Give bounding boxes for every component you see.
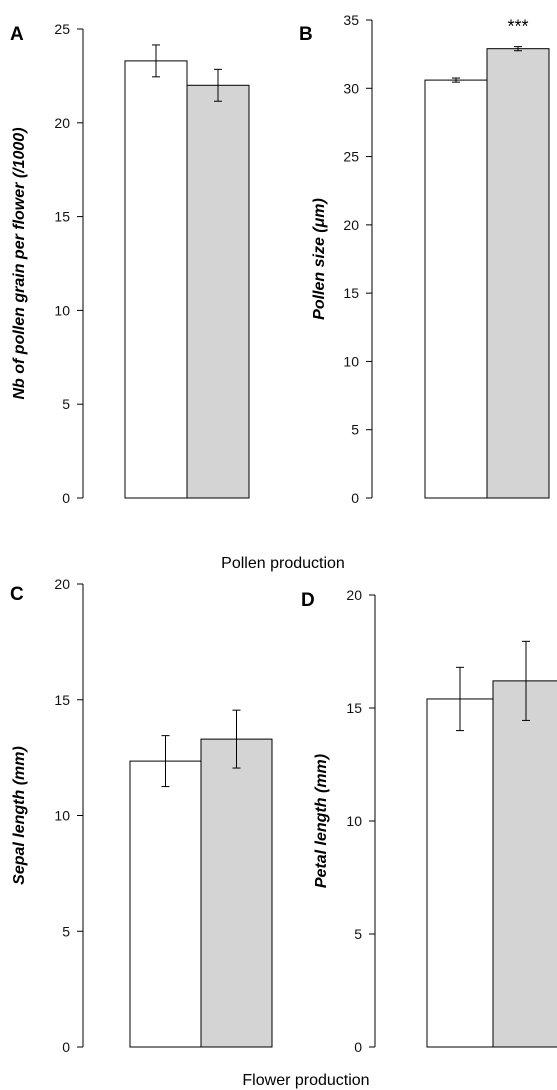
panel-b-y-tick-label: 0 [351, 490, 359, 506]
panel-c-y-tick-label: 15 [54, 692, 70, 708]
flower-production-caption: Flower production [242, 1072, 369, 1089]
panel-a-y-tick-label: 10 [54, 302, 70, 318]
panel-b-y-tick-label: 25 [343, 149, 359, 165]
panel-c-y-tick-label: 20 [54, 576, 70, 592]
panel-d-y-tick-label: 5 [354, 926, 362, 942]
panel-c-y-tick-label: 0 [62, 1039, 70, 1055]
panel-a-y-axis-title: Nb of pollen grain per flower (/1000) [11, 127, 28, 399]
panel-a-bar-treatment [186, 84, 250, 499]
panel-b-y-tick-label: 15 [343, 285, 359, 301]
panel-b-y-tick-label: 35 [343, 12, 359, 28]
panel-a-y-tick-label: 0 [62, 490, 70, 506]
panel-b-y-axis-title: Pollen size (μm) [311, 198, 328, 320]
panel-d-y-tick-label: 0 [354, 1039, 362, 1055]
panel-a-y-tick-label: 15 [54, 209, 70, 225]
panel-b-y-tick-label: 20 [343, 217, 359, 233]
panel-c-y-tick-label: 5 [62, 923, 70, 939]
panel-b-letter: B [299, 24, 313, 45]
panel-a-y-tick-label: 5 [62, 396, 70, 412]
panel-d-letter: D [301, 590, 315, 611]
panel-b-bar-control [424, 79, 488, 499]
panel-d-y-tick-label: 15 [346, 700, 362, 716]
panel-b-y-tick-label: 10 [343, 353, 359, 369]
panel-b-y-tick-label: 5 [351, 422, 359, 438]
panel-b-significance-label: *** [507, 17, 528, 37]
panel-a-y-tick-label: 25 [54, 21, 70, 37]
panel-b-bar-treatment [486, 48, 550, 499]
panel-d-y-axis-title: Petal length (mm) [313, 754, 330, 888]
panel-d-y-tick-label: 20 [346, 587, 362, 603]
panel-d-y-tick-label: 10 [346, 813, 362, 829]
panel-c-y-axis-title: Sepal length (mm) [11, 746, 28, 885]
panel-c-y-tick-label: 10 [54, 808, 70, 824]
panel-b-y-tick-label: 30 [343, 80, 359, 96]
panel-c-bar-treatment [200, 738, 273, 1048]
panel-c-bar-control [129, 760, 202, 1048]
pollen-production-caption: Pollen production [221, 555, 345, 572]
panel-d-bar-treatment [492, 680, 557, 1048]
panel-a-letter: A [10, 24, 24, 45]
panel-a-bar-control [124, 60, 188, 499]
panel-d-bar-control [426, 698, 494, 1048]
panel-a-y-tick-label: 20 [54, 115, 70, 131]
panel-c-letter: C [10, 584, 24, 605]
